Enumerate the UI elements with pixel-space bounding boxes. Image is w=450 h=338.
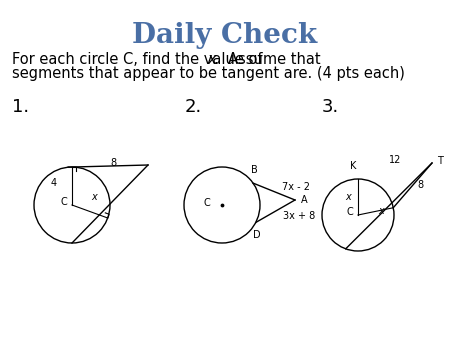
Text: C: C: [203, 198, 210, 208]
Text: .  Assume that: . Assume that: [214, 52, 320, 67]
Text: segments that appear to be tangent are. (4 pts each): segments that appear to be tangent are. …: [12, 66, 405, 81]
Text: x: x: [345, 192, 351, 202]
Text: x: x: [91, 192, 97, 202]
Text: 12: 12: [389, 155, 401, 165]
Text: For each circle C, find the value of: For each circle C, find the value of: [12, 52, 267, 67]
Text: 2.: 2.: [185, 98, 202, 116]
Text: 7x - 2: 7x - 2: [282, 182, 310, 192]
Text: D: D: [253, 231, 261, 240]
Text: B: B: [251, 165, 257, 175]
Text: C: C: [346, 207, 353, 217]
Text: 8: 8: [418, 180, 424, 190]
Text: Daily Check: Daily Check: [132, 22, 318, 49]
Text: 3.: 3.: [322, 98, 339, 116]
Text: x: x: [378, 207, 383, 216]
Text: 1.: 1.: [12, 98, 29, 116]
Text: T: T: [437, 156, 443, 166]
Text: 8: 8: [110, 158, 116, 168]
Text: C: C: [60, 197, 67, 207]
Text: A: A: [301, 195, 308, 205]
Text: 3x + 8: 3x + 8: [284, 211, 315, 221]
Text: K: K: [350, 161, 356, 171]
Text: x: x: [207, 52, 216, 67]
Text: 4: 4: [51, 178, 57, 188]
